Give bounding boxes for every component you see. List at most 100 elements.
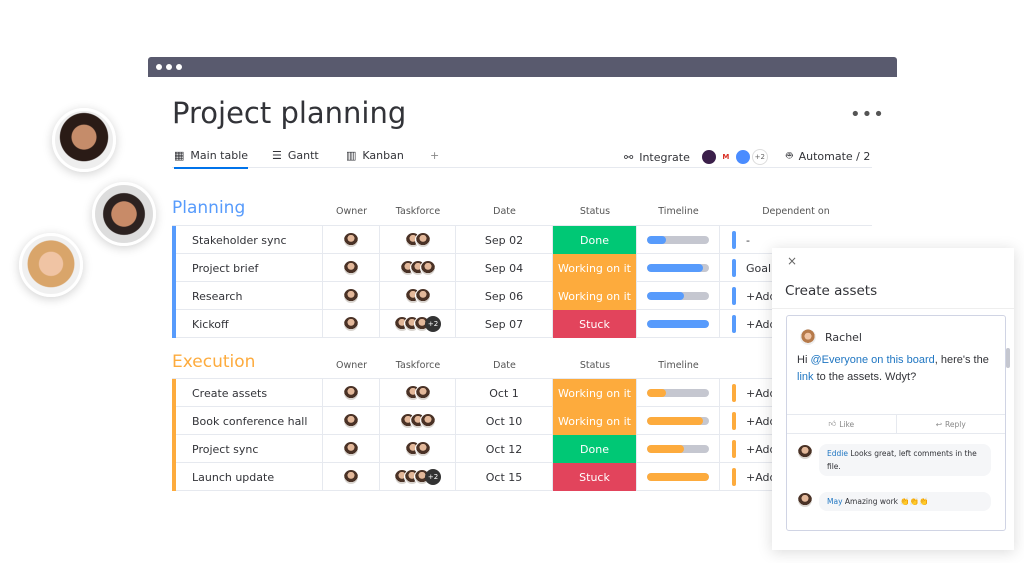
add-view-button[interactable]: + [430, 149, 440, 162]
avatar [799, 328, 817, 346]
owner-cell[interactable] [323, 310, 380, 338]
owner-cell[interactable] [323, 435, 380, 463]
table-row[interactable]: Research Sep 06 Working on it +Add [172, 282, 872, 310]
item-name[interactable]: Project brief [172, 254, 323, 282]
status-badge[interactable]: Done [553, 226, 637, 254]
scrollbar[interactable] [1006, 348, 1010, 368]
item-name[interactable]: Kickoff [172, 310, 323, 338]
column-header-status: Status [579, 206, 611, 217]
dependent-cell[interactable]: +Add [720, 463, 872, 491]
group-title[interactable]: Planning [172, 198, 246, 218]
item-name[interactable]: Create assets [172, 379, 323, 407]
date-cell[interactable]: Oct 1 [456, 379, 553, 407]
more-members-badge: +2 [425, 469, 441, 485]
status-badge[interactable]: Working on it [553, 254, 637, 282]
status-badge[interactable]: Working on it [553, 379, 637, 407]
date-cell[interactable]: Sep 02 [456, 226, 553, 254]
timeline-cell[interactable] [637, 310, 720, 338]
table-row[interactable]: Project sync Oct 12 Done +Add [172, 435, 872, 463]
dependent-cell[interactable]: +Add [720, 310, 872, 338]
group-title[interactable]: Execution [172, 352, 256, 372]
item-name[interactable]: Project sync [172, 435, 323, 463]
table-row[interactable]: Launch update +2 Oct 15 Stuck +Add [172, 463, 872, 491]
owner-cell[interactable] [323, 226, 380, 254]
timeline-cell[interactable] [637, 379, 720, 407]
timeline-cell[interactable] [637, 226, 720, 254]
table-row[interactable]: Book conference hall Oct 10 Working on i… [172, 407, 872, 435]
taskforce-cell[interactable] [380, 407, 456, 435]
taskforce-cell[interactable]: +2 [380, 310, 456, 338]
owner-cell[interactable] [323, 463, 380, 491]
date-cell[interactable]: Sep 06 [456, 282, 553, 310]
timeline-cell[interactable] [637, 407, 720, 435]
close-icon[interactable]: × [787, 254, 798, 268]
avatar [797, 444, 813, 460]
timeline-cell[interactable] [637, 254, 720, 282]
dependent-cell[interactable]: Goal [720, 254, 872, 282]
timeline-bar [647, 292, 709, 300]
status-badge[interactable]: Stuck [553, 463, 637, 491]
status-badge[interactable]: Working on it [553, 282, 637, 310]
taskforce-cell[interactable] [380, 254, 456, 282]
item-name[interactable]: Stakeholder sync [172, 226, 323, 254]
page-title: Project planning [172, 96, 407, 130]
more-options-button[interactable]: ••• [850, 104, 885, 125]
tab-kanban[interactable]: ▥ Kanban [346, 149, 404, 162]
table-row[interactable]: Project brief Sep 04 Working on it Goal [172, 254, 872, 282]
timeline-cell[interactable] [637, 463, 720, 491]
robot-icon: 🤖︎ [786, 149, 793, 162]
integrate-button[interactable]: ⚯ Integrate M +2 [624, 149, 768, 165]
table-row[interactable]: Create assets Oct 1 Working on it +Add [172, 379, 872, 407]
owner-cell[interactable] [323, 282, 380, 310]
owner-cell[interactable] [323, 254, 380, 282]
status-badge[interactable]: Stuck [553, 310, 637, 338]
zoom-icon [734, 149, 751, 165]
tab-main-table[interactable]: ▦ Main table [174, 149, 249, 169]
mention-link[interactable]: @Everyone on this board [810, 354, 935, 366]
avatar [419, 413, 436, 429]
avatar [343, 232, 359, 248]
column-header-timeline: Timeline [658, 360, 699, 371]
taskforce-cell[interactable] [380, 226, 456, 254]
taskforce-cell[interactable] [380, 282, 456, 310]
table-row[interactable]: Stakeholder sync Sep 02 Done - [172, 226, 872, 254]
author-name: Rachel [825, 330, 862, 344]
taskforce-cell[interactable] [380, 435, 456, 463]
group-table: Create assets Oct 1 Working on it +Add B… [172, 378, 872, 491]
item-name[interactable]: Launch update [172, 463, 323, 491]
item-name[interactable]: Book conference hall [172, 407, 323, 435]
like-button[interactable]: 👍︎ Like [787, 415, 897, 433]
date-cell[interactable]: Sep 07 [456, 310, 553, 338]
owner-cell[interactable] [323, 407, 380, 435]
column-header-owner: Owner [335, 206, 368, 217]
owner-cell[interactable] [323, 379, 380, 407]
date-cell[interactable]: Oct 12 [456, 435, 553, 463]
dependent-cell[interactable]: - [720, 226, 872, 254]
date-cell[interactable]: Oct 15 [456, 463, 553, 491]
status-badge[interactable]: Done [553, 435, 637, 463]
taskforce-cell[interactable] [380, 379, 456, 407]
status-badge[interactable]: Working on it [553, 407, 637, 435]
timeline-cell[interactable] [637, 435, 720, 463]
date-cell[interactable]: Sep 04 [456, 254, 553, 282]
avatar [414, 385, 431, 401]
reply-button[interactable]: ↩ Reply [935, 419, 966, 429]
dependent-cell[interactable]: +Add [720, 407, 872, 435]
timeline-cell[interactable] [637, 282, 720, 310]
integrate-icon: ⚯ [624, 150, 634, 164]
table-row[interactable]: Kickoff +2 Sep 07 Stuck +Add [172, 310, 872, 338]
date-cell[interactable]: Oct 10 [456, 407, 553, 435]
reply-item: Eddie Looks great, left comments in the … [797, 444, 991, 476]
taskforce-cell[interactable]: +2 [380, 463, 456, 491]
item-name[interactable]: Research [172, 282, 323, 310]
assets-link[interactable]: link [797, 371, 814, 383]
table-icon: ▦ [174, 149, 185, 162]
avatar [343, 441, 359, 457]
tab-gantt[interactable]: ☰ Gantt [272, 149, 319, 162]
automate-button[interactable]: 🤖︎ Automate / 2 [786, 149, 871, 163]
dependent-cell[interactable]: +Add [720, 435, 872, 463]
dependent-cell[interactable]: +Add [720, 379, 872, 407]
column-header-date: Date [493, 360, 516, 371]
avatar [419, 260, 436, 276]
dependent-cell[interactable]: +Add [720, 282, 872, 310]
